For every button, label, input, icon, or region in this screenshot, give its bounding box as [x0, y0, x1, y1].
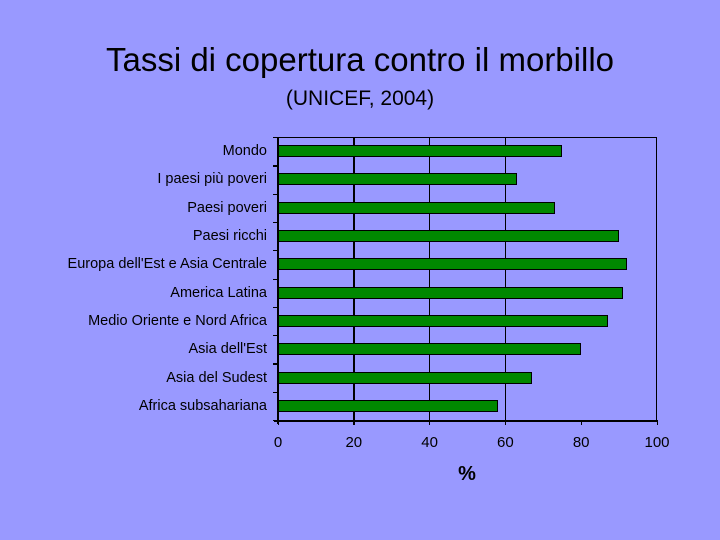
bar	[278, 230, 620, 243]
x-tick-label: 80	[572, 434, 590, 451]
y-tick-mark	[273, 420, 278, 422]
bar	[278, 371, 532, 384]
x-tick-label: 40	[421, 434, 438, 451]
x-tick-label: 100	[644, 434, 670, 451]
slide-title: Tassi di copertura contro il morbillo	[105, 41, 615, 78]
x-tick-mark	[656, 420, 658, 425]
x-tick-label: 60	[497, 434, 514, 451]
x-tick-mark	[504, 420, 507, 425]
x-tick-label: 0	[273, 434, 283, 451]
y-tick-mark	[273, 335, 278, 337]
category-label: Europa dell'Est e Asia Centrale	[67, 256, 267, 273]
y-tick-mark	[273, 363, 278, 365]
bar	[278, 343, 582, 356]
bar	[278, 286, 623, 299]
bar	[278, 258, 627, 271]
x-tick-mark	[580, 420, 582, 425]
y-tick-mark	[273, 278, 278, 280]
y-tick-mark	[273, 306, 278, 309]
y-tick-mark	[273, 165, 278, 167]
plot-area	[278, 137, 657, 420]
y-tick-mark	[273, 193, 278, 195]
bar	[278, 201, 555, 214]
category-label: Asia dell'Est	[188, 341, 267, 358]
category-label: America Latina	[170, 284, 267, 301]
bar	[278, 399, 498, 412]
y-tick-mark	[273, 137, 278, 139]
y-axis-line	[277, 137, 279, 424]
bar	[278, 145, 563, 158]
y-tick-mark	[273, 391, 278, 393]
bar	[278, 314, 608, 327]
bar	[278, 173, 517, 186]
category-label: Africa subsahariana	[138, 397, 267, 414]
x-axis-title: %	[458, 463, 476, 485]
gridline	[353, 137, 355, 420]
category-label: Paesi poveri	[187, 199, 267, 216]
category-label: Asia del Sudest	[166, 369, 267, 386]
x-tick-label: 20	[345, 434, 363, 451]
category-label: I paesi più poveri	[157, 171, 267, 188]
x-tick-mark	[429, 420, 431, 425]
category-label: Paesi ricchi	[192, 228, 267, 245]
gridline	[504, 137, 507, 420]
category-label: Medio Oriente e Nord Africa	[88, 312, 267, 329]
x-axis-line	[274, 420, 658, 422]
y-tick-mark	[273, 250, 278, 252]
x-tick-mark	[277, 420, 279, 425]
gridline	[429, 137, 431, 420]
category-label: Mondo	[222, 143, 267, 160]
y-tick-mark	[273, 221, 278, 224]
slide-subtitle: (UNICEF, 2004)	[285, 87, 435, 110]
x-tick-mark	[353, 420, 355, 425]
